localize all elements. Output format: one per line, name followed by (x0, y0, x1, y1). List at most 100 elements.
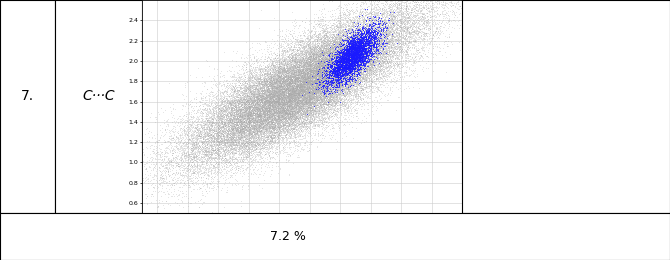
Point (358, 77, 369, 81)
Point (269, 124, 279, 128)
Point (331, 72, 342, 76)
Point (291, 42, 302, 46)
Point (262, 77, 273, 82)
Point (298, 89, 309, 94)
Point (349, 59, 360, 63)
Point (391, 14, 401, 18)
Point (292, 98, 303, 102)
Point (327, 53, 338, 57)
Point (375, 44, 385, 49)
Point (291, 87, 302, 92)
Point (299, 70, 310, 74)
Point (348, 50, 358, 54)
Point (279, 97, 290, 101)
Point (348, 54, 358, 58)
Point (328, 80, 339, 84)
Point (320, 94, 331, 99)
Point (275, 84, 285, 88)
Point (423, 10, 434, 14)
Point (327, 110, 338, 114)
Point (316, 103, 326, 107)
Point (192, 161, 202, 166)
Point (295, 91, 306, 95)
Point (334, 64, 345, 68)
Point (358, 17, 369, 21)
Point (312, 78, 322, 82)
Point (295, 81, 306, 85)
Point (362, 55, 373, 59)
Point (348, 60, 358, 64)
Point (253, 94, 264, 98)
Point (354, 58, 365, 63)
Point (328, 43, 339, 47)
Point (287, 47, 298, 51)
Point (266, 77, 277, 81)
Point (276, 134, 287, 139)
Point (306, 97, 317, 101)
Point (444, 0, 454, 4)
Point (229, 140, 240, 144)
Point (239, 120, 250, 124)
Point (224, 137, 234, 141)
Point (401, 49, 411, 53)
Point (159, 205, 170, 210)
Point (183, 139, 194, 143)
Point (151, 180, 162, 184)
Point (234, 89, 245, 93)
Point (302, 139, 312, 143)
Point (218, 104, 228, 108)
Point (243, 117, 254, 121)
Point (316, 101, 326, 106)
Point (270, 103, 281, 107)
Point (249, 128, 259, 133)
Point (381, 57, 391, 61)
Point (270, 56, 281, 60)
Point (314, 91, 325, 95)
Point (364, 47, 375, 51)
Point (281, 93, 291, 97)
Point (286, 98, 297, 102)
Point (369, 65, 380, 69)
Point (293, 108, 304, 112)
Point (339, 45, 350, 49)
Point (277, 97, 287, 101)
Point (271, 90, 282, 94)
Point (322, 88, 333, 93)
Point (321, 102, 332, 107)
Point (290, 142, 301, 147)
Point (354, 67, 364, 71)
Point (291, 102, 302, 106)
Point (250, 103, 261, 107)
Point (285, 88, 295, 92)
Point (303, 28, 314, 32)
Point (348, 46, 359, 50)
Point (349, 60, 360, 64)
Point (380, 59, 391, 63)
Point (342, 35, 353, 39)
Point (340, 87, 351, 91)
Point (257, 87, 267, 92)
Point (354, 59, 365, 63)
Point (172, 176, 182, 180)
Point (157, 130, 168, 134)
Point (302, 44, 313, 49)
Point (276, 98, 287, 102)
Point (355, 12, 366, 16)
Point (240, 113, 251, 117)
Point (206, 180, 217, 184)
Point (342, 47, 353, 51)
Point (299, 74, 310, 78)
Point (210, 161, 221, 165)
Point (194, 130, 205, 134)
Point (211, 142, 222, 147)
Point (268, 101, 279, 106)
Point (311, 100, 322, 104)
Point (342, 42, 353, 46)
Point (248, 106, 259, 110)
Point (186, 151, 197, 155)
Point (249, 128, 259, 132)
Point (305, 94, 316, 98)
Point (273, 89, 284, 94)
Point (349, 50, 360, 54)
Point (299, 77, 310, 81)
